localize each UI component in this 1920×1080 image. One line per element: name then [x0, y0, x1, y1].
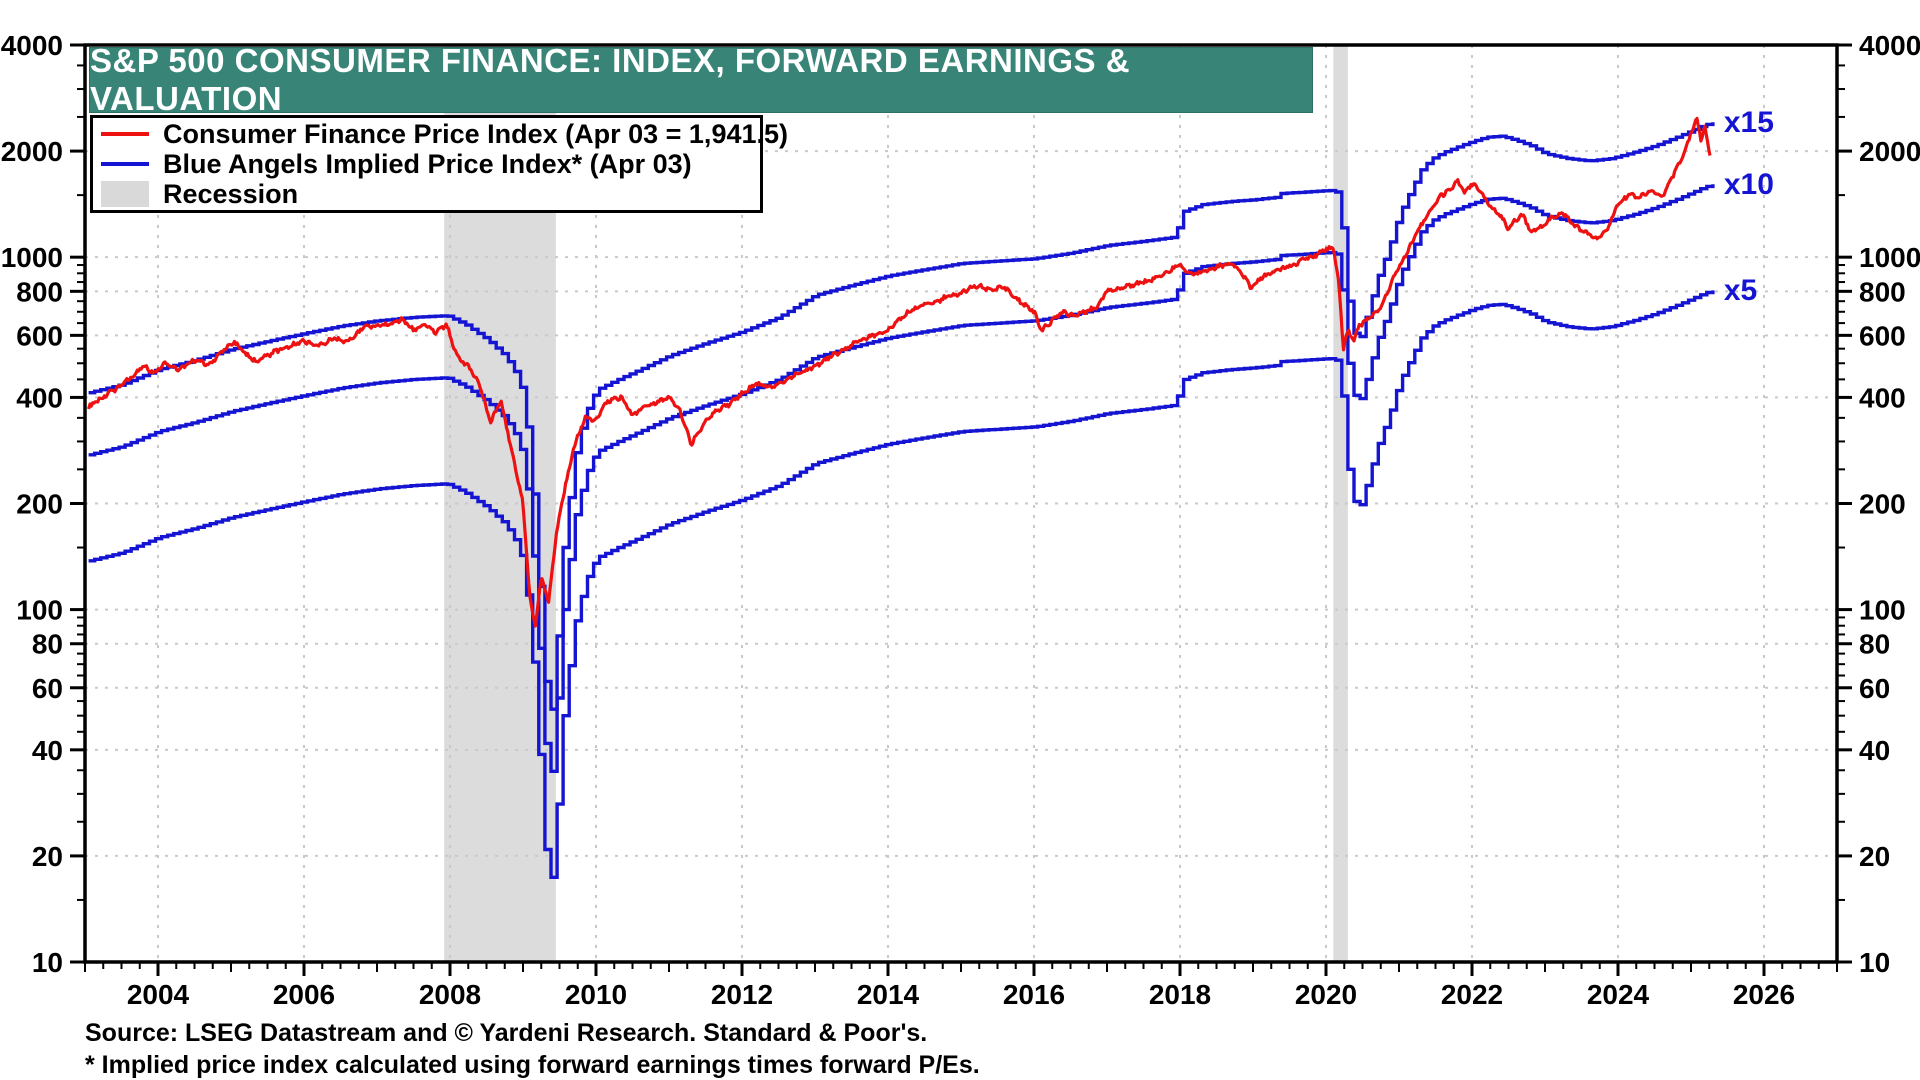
legend-item-blue-angels: Blue Angels Implied Price Index* (Apr 03…: [101, 149, 752, 179]
y-axis-tick-label: 80: [32, 629, 63, 660]
multiple-label-x15: x15: [1724, 106, 1774, 139]
blue-angels-line-swatch: [101, 162, 149, 166]
legend-label: Blue Angels Implied Price Index* (Apr 03…: [163, 149, 692, 179]
y-axis-tick-label: 100: [1859, 595, 1906, 626]
x-axis-tick-label: 2020: [1295, 979, 1357, 1010]
multiple-label-x5: x5: [1724, 274, 1757, 307]
y-axis-tick-label: 800: [16, 276, 63, 307]
y-axis-tick-label: 80: [1859, 629, 1890, 660]
y-axis-tick-label: 200: [1859, 489, 1906, 520]
x-axis-tick-label: 2024: [1587, 979, 1650, 1010]
x-axis-tick-label: 2008: [419, 979, 481, 1010]
x-axis-tick-label: 2006: [273, 979, 335, 1010]
recession-swatch: [101, 181, 149, 207]
y-axis-tick-label: 40: [1859, 735, 1890, 766]
y-axis-tick-label: 60: [32, 673, 63, 704]
y-axis-tick-label: 400: [16, 382, 63, 413]
y-axis-tick-label: 400: [1859, 382, 1906, 413]
x-axis-tick-label: 2026: [1733, 979, 1795, 1010]
x-axis-tick-label: 2018: [1149, 979, 1211, 1010]
legend-label: Consumer Finance Price Index (Apr 03 = 1…: [163, 119, 788, 149]
legend-item-recession: Recession: [101, 179, 752, 209]
x-axis-tick-label: 2010: [565, 979, 627, 1010]
y-axis-tick-label: 200: [16, 489, 63, 520]
x-axis-tick-label: 2012: [711, 979, 773, 1010]
plot-frame: [83, 43, 1839, 964]
y-axis-tick-label: 60: [1859, 673, 1890, 704]
blue-angels-line-x10: [88, 184, 1715, 773]
price-index-line: [87, 116, 1712, 628]
legend-label: Recession: [163, 179, 299, 209]
y-axis-tick-label: 40: [32, 735, 63, 766]
multiple-label-x10: x10: [1724, 168, 1774, 201]
y-axis-tick-label: 20: [1859, 841, 1890, 872]
y-axis-tick-label: 800: [1859, 276, 1906, 307]
y-axis-tick-label: 10: [1859, 947, 1890, 978]
legend: Consumer Finance Price Index (Apr 03 = 1…: [90, 115, 788, 213]
y-axis-tick-label: 600: [16, 320, 63, 351]
x-axis-tick-label: 2014: [857, 979, 920, 1010]
y-axis-tick-label: 10: [32, 947, 63, 978]
y-axis-tick-label: 600: [1859, 320, 1906, 351]
x-axis-tick-label: 2004: [127, 979, 190, 1010]
blue-angels-line-x5: [88, 290, 1715, 879]
y-axis-tick-label: 4000: [1, 30, 63, 61]
y-axis-tick-label: 2000: [1, 136, 63, 167]
price-line-swatch: [101, 132, 149, 136]
y-axis-tick-label: 1000: [1859, 242, 1920, 273]
x-axis-tick-label: 2016: [1003, 979, 1065, 1010]
legend-item-price-index: Consumer Finance Price Index (Apr 03 = 1…: [101, 119, 788, 149]
y-axis-tick-label: 100: [16, 595, 63, 626]
chart-title: S&P 500 CONSUMER FINANCE: INDEX, FORWARD…: [90, 42, 1131, 117]
blue-angels-line-x15: [88, 122, 1715, 711]
y-axis-tick-label: 20: [32, 841, 63, 872]
y-axis-tick-label: 1000: [1, 242, 63, 273]
y-axis-tick-label: 2000: [1859, 136, 1920, 167]
y-axis-tick-label: 4000: [1859, 30, 1920, 61]
x-axis-tick-label: 2022: [1441, 979, 1503, 1010]
footnote-text: * Implied price index calculated using f…: [85, 1051, 980, 1079]
source-text: Source: LSEG Datastream and © Yardeni Re…: [85, 1019, 928, 1047]
chart-title-banner: S&P 500 CONSUMER FINANCE: INDEX, FORWARD…: [90, 42, 1312, 117]
